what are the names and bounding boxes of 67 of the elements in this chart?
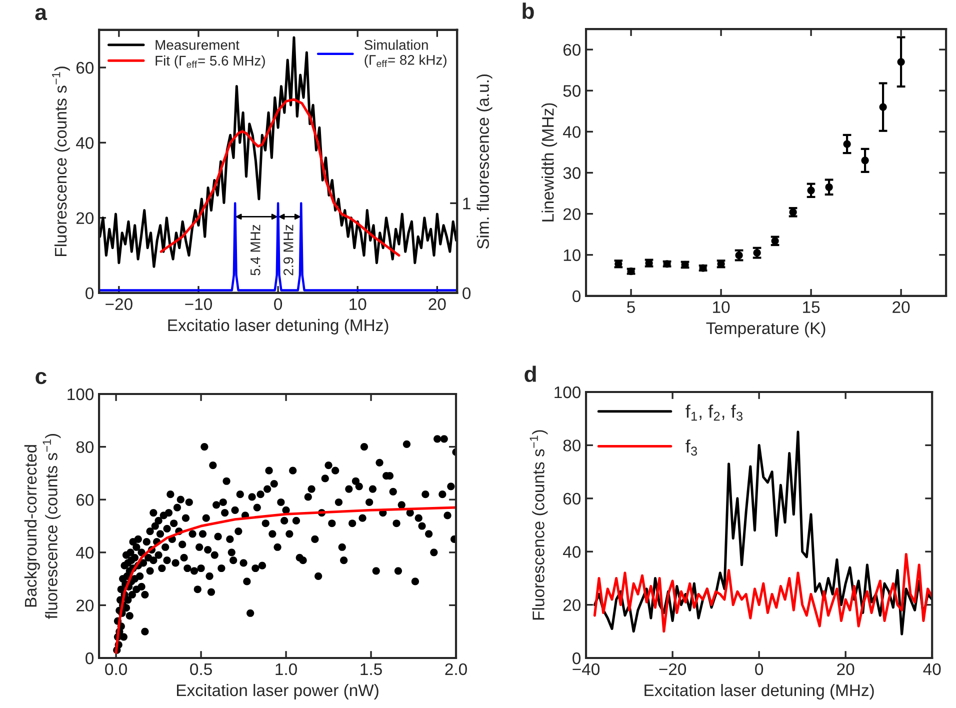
x-tick-label: 1.5 — [360, 663, 382, 676]
y-tick-label: 60 — [76, 494, 94, 506]
y-tick-label: 40 — [76, 137, 94, 149]
x-tick-label: 10 — [713, 301, 730, 314]
x-tick-label: 1.0 — [276, 663, 297, 676]
y-tick-label: 60 — [563, 44, 581, 56]
y-tick-label: 20 — [76, 212, 94, 224]
legend-label: Fit (Γ$_{eff}$= 5.6 MHz) — [156, 55, 265, 68]
chart-title: b — [522, 2, 534, 19]
y-tick-label: 40 — [563, 546, 581, 558]
x-tick-label: 2.0 — [445, 663, 467, 676]
x-tick-label: 0.5 — [190, 663, 212, 676]
y-tick-label: 20 — [563, 208, 581, 220]
x-tick-label: 0.0 — [105, 663, 127, 676]
y-tick-label: 80 — [76, 441, 94, 454]
x-tick-label: −40 — [572, 663, 600, 676]
legend-label: Measurement — [156, 40, 240, 50]
x-tick-label: 40 — [923, 663, 941, 676]
y-tick-label: 60 — [563, 492, 581, 505]
y-tick-label: 60 — [76, 62, 94, 74]
y-tick-label: 30 — [563, 167, 581, 179]
y-tick-label: 10 — [564, 249, 581, 262]
y-tick-label: 20 — [76, 600, 94, 612]
x-tick-label: 5 — [627, 301, 635, 314]
chart-title: d — [524, 366, 536, 382]
x-axis-title: Excitation laser power (nW) — [177, 684, 378, 700]
x-axis-title: Excitatio laser detuning (MHz) — [168, 318, 388, 334]
x-axis-title: Excitation laser detuning (MHz) — [644, 684, 874, 700]
y-tick-label: 50 — [563, 85, 581, 97]
x-tick-label: −20 — [659, 663, 686, 676]
x-tick-label: 0 — [274, 298, 282, 310]
x-tick-label: 15 — [803, 301, 820, 314]
y-tick-label: 0 — [572, 652, 581, 664]
legend-label: f$_{3}$ — [686, 439, 697, 456]
legend-label: f$_{1}$, f$_{2}$, f$_{3}$ — [686, 404, 742, 421]
line-series — [114, 506, 456, 654]
x-axis-title: Temperature (K) — [706, 322, 826, 338]
y-tick-label: 0 — [572, 290, 581, 302]
x-tick-label: −10 — [185, 298, 212, 310]
y-axis-title: Linewidth (MHz) — [542, 103, 558, 222]
chart-title: a — [35, 8, 48, 20]
line-series — [593, 553, 932, 633]
y-tick-label: 100 — [554, 386, 581, 398]
y-tick-label: 100 — [68, 388, 94, 400]
y-tick-label: 40 — [563, 126, 581, 138]
y-tick-label: 0 — [86, 287, 94, 300]
y-tick-label: 80 — [563, 440, 581, 452]
x-tick-label: 0 — [755, 663, 764, 676]
y2-tick-label: 1 — [463, 198, 470, 210]
x-tick-label: 20 — [428, 298, 446, 310]
y-tick-label: 0 — [86, 652, 94, 664]
chart-title: c — [36, 372, 46, 384]
x-tick-label: 10 — [350, 298, 366, 310]
y-axis-title: Background-corrected fluorescence (counts s$^{−1}$) — [24, 434, 61, 619]
y-axis-title: Fluorescence (counts s$^{−1}$) — [52, 66, 70, 256]
y2-tick-label: 0 — [462, 287, 471, 300]
x-tick-label: 20 — [837, 663, 854, 676]
legend-label: Simulation (Γ$_{eff}$= 82 kHz) — [364, 40, 446, 68]
x-tick-label: −20 — [106, 298, 132, 310]
annotation: 5.4 MHz — [250, 224, 260, 276]
y-tick-label: 20 — [563, 599, 581, 612]
line-series — [160, 98, 400, 257]
y-tick-label: 40 — [76, 546, 94, 559]
y2-axis-title: Sim. fluorescence (a.u.) — [476, 74, 492, 249]
x-tick-label: 20 — [892, 301, 910, 314]
annotation: 2.9 MHz — [283, 224, 294, 276]
y-axis-title: Fluorescence (counts s$^{−1}$) — [530, 430, 548, 620]
